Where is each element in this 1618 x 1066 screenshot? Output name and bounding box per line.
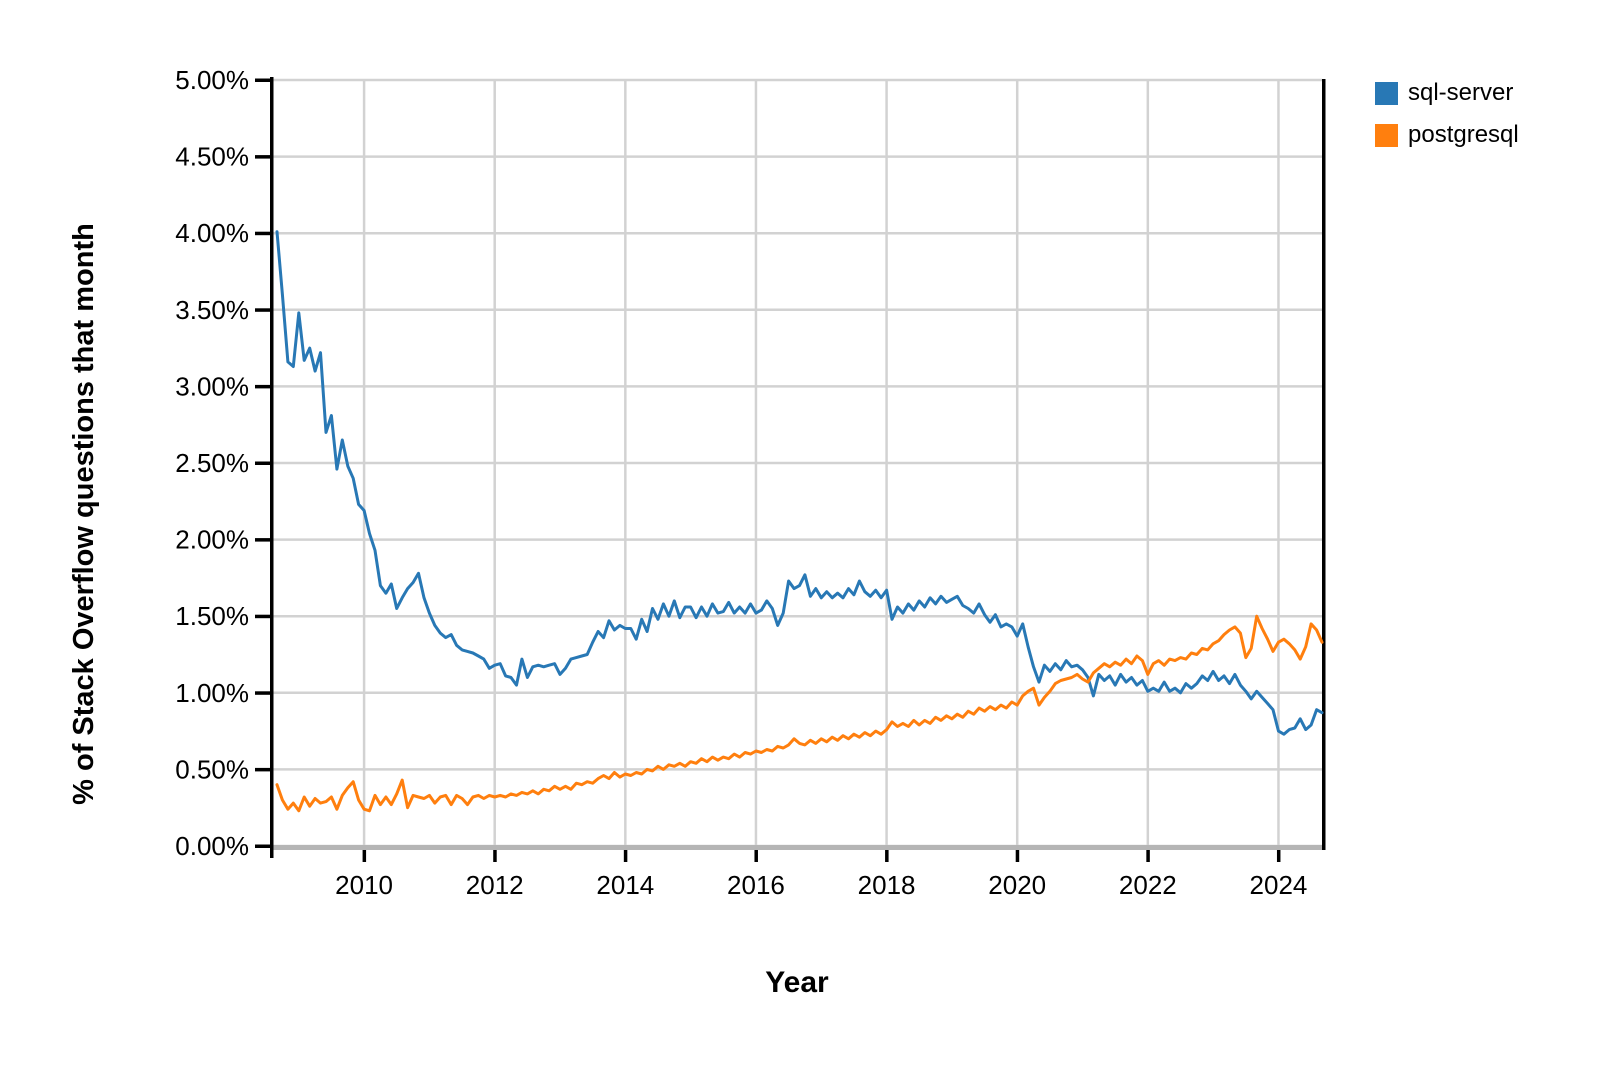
x-tick: [1276, 850, 1281, 862]
x-tick-label: 2012: [466, 870, 524, 900]
legend-item-postgresql: postgresql: [1375, 121, 1519, 149]
x-axis-line: [273, 845, 1322, 850]
legend-swatch-sql-server-icon: [1375, 81, 1398, 105]
y-tick-label: 4.50%: [175, 142, 249, 172]
y-tick-label: 1.00%: [175, 678, 249, 708]
y-tick-label: 3.50%: [175, 295, 249, 325]
y-tick: [255, 78, 270, 82]
x-tick-label: 2020: [988, 870, 1046, 900]
y-tick: [255, 155, 270, 159]
y-tick-label: 1.50%: [175, 601, 249, 631]
x-tick: [885, 850, 889, 862]
y-tick-label: 4.00%: [175, 218, 249, 248]
x-tick-label: 2022: [1119, 870, 1177, 900]
legend-swatch-postgresql-icon: [1375, 123, 1398, 147]
x-tick-label: 2018: [858, 870, 916, 900]
y-tick: [255, 614, 270, 619]
x-tick-label: 2010: [335, 870, 393, 900]
plot-right-border: [1322, 79, 1326, 850]
x-tick: [623, 850, 628, 862]
y-tick: [255, 308, 270, 312]
y-tick: [255, 538, 270, 542]
legend-label-sql-server: sql-server: [1408, 79, 1514, 106]
x-tick: [493, 850, 497, 862]
x-tick-label: 2016: [727, 870, 785, 900]
y-tick: [255, 767, 270, 772]
y-tick-label: 5.00%: [175, 65, 249, 95]
y-tick-label: 2.00%: [175, 525, 249, 555]
y-tick: [255, 231, 270, 236]
y-tick: [255, 691, 270, 695]
y-axis-title: % of Stack Overflow questions that month: [68, 223, 100, 805]
y-tick: [255, 384, 270, 389]
y-tick: [255, 461, 270, 465]
series-line-sql-server: [275, 230, 1324, 736]
y-tick-label: 0.50%: [175, 754, 249, 784]
x-tick: [362, 850, 367, 862]
x-tick: [754, 850, 758, 862]
x-tick-label: 2024: [1250, 870, 1308, 900]
x-tick: [1015, 850, 1020, 862]
x-tick: [1146, 850, 1150, 862]
legend-label-postgresql: postgresql: [1408, 121, 1519, 148]
y-axis-line: [270, 77, 274, 858]
x-axis-title: Year: [765, 966, 829, 999]
series-line-postgresql: [275, 614, 1324, 813]
legend: sql-server postgresql: [1375, 79, 1519, 163]
y-tick-label: 0.00%: [175, 831, 249, 861]
y-tick-label: 2.50%: [175, 448, 249, 478]
legend-item-sql-server: sql-server: [1375, 79, 1519, 107]
x-tick-label: 2014: [596, 870, 654, 900]
y-tick-label: 3.00%: [175, 371, 249, 401]
y-tick: [255, 844, 270, 848]
